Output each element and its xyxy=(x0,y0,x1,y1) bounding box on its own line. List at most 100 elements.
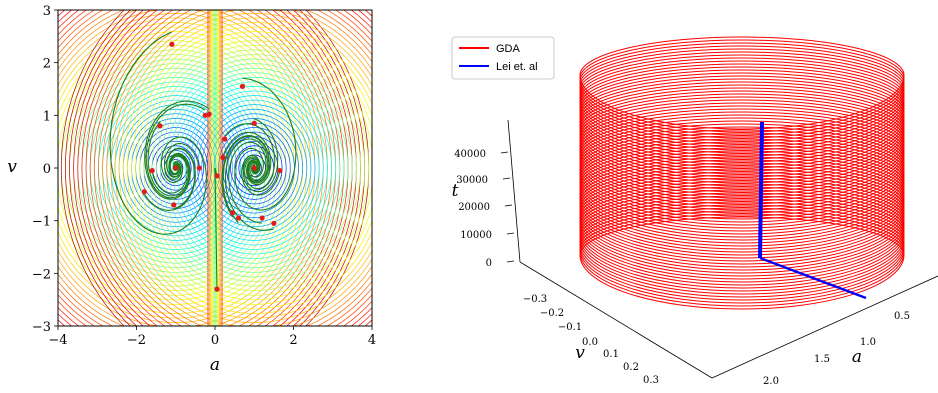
gda-ring-front xyxy=(579,212,905,268)
gda-ring-front xyxy=(579,143,905,199)
gda-ring-front xyxy=(579,134,905,190)
gda-ring-front xyxy=(579,128,905,184)
z-tick-label: 40000 xyxy=(454,149,486,160)
initial-point xyxy=(214,286,220,292)
gda-ring-front xyxy=(579,191,905,247)
gda-ring-back xyxy=(579,60,905,100)
contour-line xyxy=(143,44,365,292)
contour-line xyxy=(184,90,324,246)
trajectory xyxy=(214,167,218,290)
gda-ring-front xyxy=(579,92,905,148)
contour-line xyxy=(69,10,372,326)
gda-ring-front xyxy=(579,254,905,310)
gda-ring-back xyxy=(579,75,905,115)
gda-ring-front xyxy=(579,218,905,274)
gda-ring-front xyxy=(579,80,905,136)
gda-ring-front xyxy=(579,119,905,175)
gda-ring-front xyxy=(579,98,905,154)
y-tick-label: 1 xyxy=(43,109,51,124)
gda-ring-front xyxy=(579,83,905,139)
trajectory xyxy=(224,123,276,190)
initial-point xyxy=(171,202,177,208)
gda-ring-back xyxy=(579,36,905,76)
lei-vertical-segment xyxy=(758,121,764,259)
initial-point xyxy=(235,215,242,221)
gda-ring-back xyxy=(579,54,905,94)
gda-ring-front xyxy=(579,140,905,196)
initial-point xyxy=(251,120,257,126)
contour-line xyxy=(155,58,353,278)
trajectory xyxy=(144,100,210,200)
v-tick-label: 0.2 xyxy=(623,362,639,373)
trajectories xyxy=(109,31,297,290)
v-tick-label: −0.2 xyxy=(540,308,564,319)
gda-ring-front xyxy=(579,221,905,277)
gda-ring-front xyxy=(579,77,905,133)
gda-ring-front xyxy=(579,230,905,286)
gda-trajectory xyxy=(579,36,905,310)
initial-point xyxy=(196,165,202,171)
contour-line xyxy=(93,10,372,326)
z-tick-label: 30000 xyxy=(456,175,488,186)
v-tick-label: 0.0 xyxy=(582,337,598,348)
contour-line xyxy=(102,10,372,326)
contour-line xyxy=(160,63,349,273)
gda-ring-front xyxy=(579,209,905,265)
x-tick-label: 2 xyxy=(289,333,297,348)
gda-ring-front xyxy=(579,131,905,187)
y-tick-label: 0 xyxy=(43,162,51,177)
x-axis-label: a xyxy=(210,355,220,375)
contour-line xyxy=(135,35,372,301)
gda-ring-front xyxy=(579,95,905,151)
gda-ring-front xyxy=(579,107,905,163)
gda-ring-front xyxy=(579,101,905,157)
v-tick-label: −0.3 xyxy=(523,294,547,305)
contour-line xyxy=(114,13,372,323)
gda-ring-front xyxy=(579,188,905,244)
gda-ring-back xyxy=(579,45,905,85)
gda-ring-front xyxy=(579,89,905,145)
stationary-point xyxy=(173,165,179,171)
lei-trajectory xyxy=(758,121,867,300)
z-axis-label: t xyxy=(452,181,459,201)
initial-point xyxy=(169,41,175,47)
y-axis-label: v xyxy=(7,157,17,177)
gda-ring-front xyxy=(579,197,905,253)
gda-ring-front xyxy=(579,233,905,289)
initial-point xyxy=(206,111,212,117)
initial-point xyxy=(230,210,236,216)
gda-ring-back xyxy=(579,63,905,103)
gda-ring-front xyxy=(579,116,905,172)
trajectory xyxy=(234,77,297,211)
gda-ring-front xyxy=(579,236,905,292)
a-tick-label: 1.0 xyxy=(860,337,876,348)
x-tick-label: 4 xyxy=(368,333,376,348)
gda-ring-front xyxy=(579,86,905,142)
y-tick-label: −2 xyxy=(32,267,51,282)
z-tick-mark xyxy=(502,177,511,180)
initial-point xyxy=(202,112,208,118)
gda-ring-front xyxy=(579,224,905,280)
v-tick-label: 0.1 xyxy=(603,349,619,360)
legend: GDA Lei et. al xyxy=(451,36,555,80)
trajectory xyxy=(224,138,275,231)
gda-ring-back xyxy=(579,51,905,91)
contour-line xyxy=(147,49,361,287)
contour-line xyxy=(168,72,341,264)
gda-ring-front xyxy=(579,194,905,250)
z-tick-label: 0 xyxy=(486,258,492,269)
contour-line xyxy=(106,10,372,326)
y-tick-label: 3 xyxy=(43,4,51,19)
z-tick-mark xyxy=(504,204,513,207)
a-tick-label: 2.0 xyxy=(763,376,779,387)
initial-point xyxy=(277,168,283,174)
contour-line xyxy=(65,10,131,326)
gda-ring-front xyxy=(579,161,905,217)
gda-ring-front xyxy=(579,179,905,235)
gda-ring-front xyxy=(579,167,905,223)
contour-line xyxy=(98,10,372,326)
contour-line xyxy=(238,149,270,187)
contour-line xyxy=(151,54,357,282)
gda-ring-front xyxy=(579,113,905,169)
